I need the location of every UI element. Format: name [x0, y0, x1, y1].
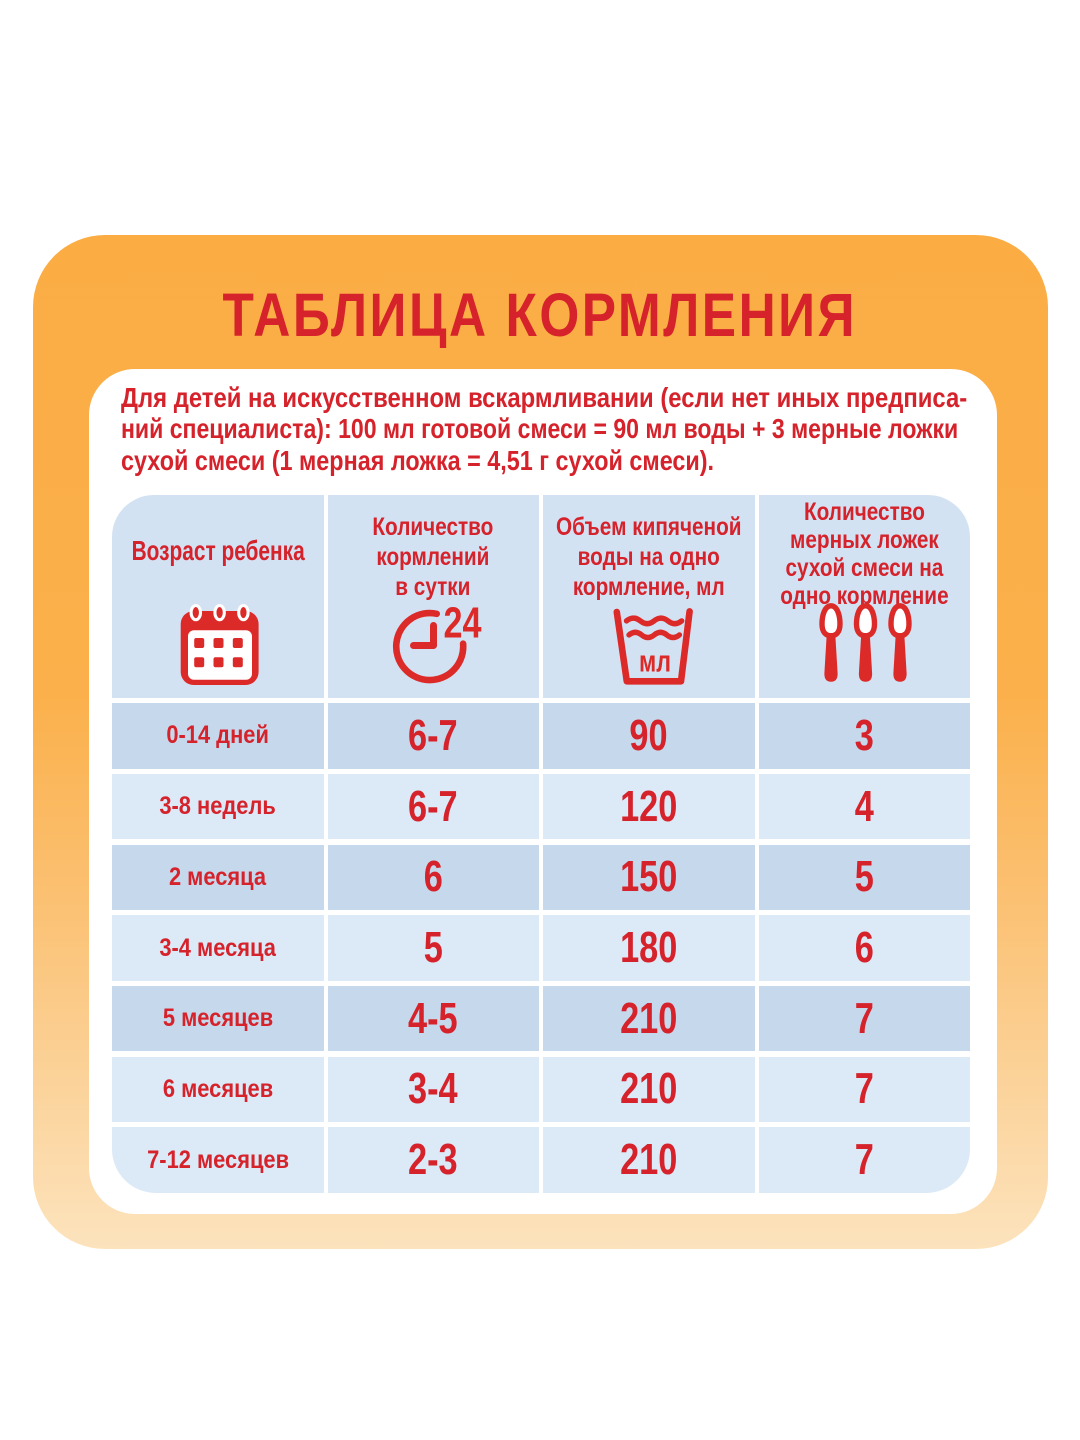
svg-text:24: 24 — [444, 600, 482, 648]
svg-text:мл: мл — [639, 644, 671, 679]
